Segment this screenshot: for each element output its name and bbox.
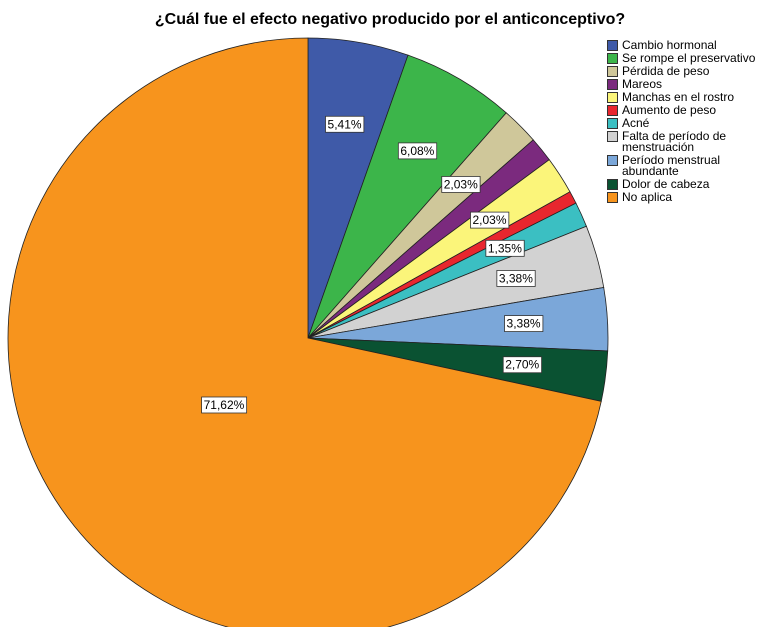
legend: Cambio hormonal Se rompe el preservativo P…	[607, 38, 779, 205]
data-label: 2,03%	[473, 213, 507, 227]
legend-swatch	[607, 53, 618, 64]
legend-swatch	[607, 192, 618, 203]
data-label-box	[496, 270, 536, 287]
data-label-box	[470, 211, 510, 229]
data-label: 3,38%	[507, 317, 541, 331]
legend-label: Pérdida de peso	[622, 64, 710, 78]
data-label-group: 1,35%	[485, 239, 525, 257]
legend-swatch	[607, 131, 618, 142]
legend-item: Dolor de cabeza	[607, 177, 779, 191]
data-label: 2,70%	[505, 358, 539, 372]
legend-item: No aplica	[607, 190, 779, 204]
legend-item: Período menstrual abundante	[607, 153, 779, 178]
legend-label: Cambio hormonal	[622, 38, 717, 52]
legend-swatch	[607, 118, 618, 129]
data-label-box	[201, 396, 248, 414]
legend-label: Se rompe el preservativo	[622, 51, 756, 65]
data-label-box	[502, 356, 542, 374]
data-label-group: 3,38%	[496, 270, 536, 287]
data-label-box	[397, 142, 438, 160]
data-label: 5,41%	[328, 117, 362, 131]
data-label-group: 2,03%	[470, 211, 510, 229]
data-label: 6,08%	[400, 144, 434, 158]
legend-label: Mareos	[622, 77, 663, 91]
legend-item: Falta de período de menstruación	[607, 129, 779, 154]
legend-label: Acné	[622, 116, 650, 130]
legend-item: Manchas en el rostro	[607, 90, 779, 104]
legend-label: No aplica	[622, 190, 673, 204]
legend-swatch	[607, 79, 618, 90]
legend-swatch	[607, 66, 618, 77]
data-label: 1,35%	[488, 241, 522, 255]
legend-item: Cambio hormonal	[607, 38, 779, 52]
data-label-group: 6,08%	[397, 142, 438, 160]
data-label-box	[485, 239, 525, 257]
data-label: 2,03%	[444, 177, 478, 191]
legend-item: Pérdida de peso	[607, 64, 779, 78]
legend-item: Aumento de peso	[607, 103, 779, 117]
legend-swatch	[607, 179, 618, 190]
data-label-group: 2,70%	[502, 356, 542, 374]
legend-label: Falta de período de menstruación	[622, 129, 727, 154]
data-label: 3,38%	[499, 271, 533, 285]
data-label: 71,62%	[204, 398, 245, 412]
legend-swatch	[607, 40, 618, 51]
chart-title: ¿Cuál fue el efecto negativo producido p…	[155, 11, 625, 28]
legend-label: Aumento de peso	[622, 103, 717, 117]
legend-label: Período menstrual abundante	[622, 153, 721, 178]
legend-item: Se rompe el preservativo	[607, 51, 779, 65]
legend-swatch	[607, 105, 618, 116]
data-label-box	[325, 115, 365, 133]
data-label-group: 71,62%	[201, 396, 248, 414]
data-label-group: 3,38%	[504, 315, 544, 332]
legend-label: Dolor de cabeza	[622, 177, 710, 191]
data-label-box	[441, 176, 481, 193]
data-label-box	[504, 315, 544, 332]
legend-label: Manchas en el rostro	[622, 90, 735, 104]
legend-item: Mareos	[607, 77, 779, 91]
legend-swatch	[607, 92, 618, 103]
legend-swatch	[607, 155, 618, 166]
data-label-group: 2,03%	[441, 176, 481, 193]
pie-slice	[7, 37, 602, 627]
legend-item: Acné	[607, 116, 779, 130]
data-label-group: 5,41%	[325, 115, 365, 133]
